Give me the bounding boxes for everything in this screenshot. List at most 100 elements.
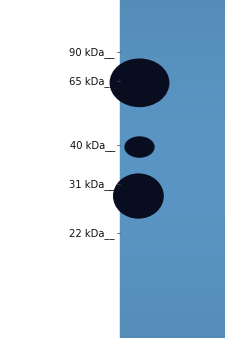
Ellipse shape xyxy=(121,68,158,98)
Ellipse shape xyxy=(124,183,153,209)
Bar xyxy=(120,336,225,337)
Ellipse shape xyxy=(122,182,154,210)
Bar xyxy=(120,11,225,13)
Bar xyxy=(120,40,225,41)
Ellipse shape xyxy=(111,60,168,106)
Bar xyxy=(120,178,225,179)
Bar xyxy=(120,184,225,185)
Bar xyxy=(120,211,225,212)
Bar xyxy=(120,300,225,301)
Text: 40 kDa__: 40 kDa__ xyxy=(70,140,115,151)
Bar xyxy=(120,172,225,173)
Bar xyxy=(120,277,225,278)
Bar xyxy=(120,53,225,54)
Bar xyxy=(120,57,225,58)
Ellipse shape xyxy=(117,177,160,215)
Bar xyxy=(120,71,225,72)
Bar xyxy=(120,70,225,71)
Bar xyxy=(120,8,225,9)
Bar xyxy=(120,51,225,52)
Bar xyxy=(120,269,225,270)
Bar xyxy=(120,90,225,91)
Ellipse shape xyxy=(121,68,158,98)
Bar xyxy=(120,27,225,28)
Bar xyxy=(120,296,225,297)
Bar xyxy=(120,30,225,31)
Ellipse shape xyxy=(126,138,153,156)
Bar xyxy=(120,248,225,249)
Text: 90 kDa__: 90 kDa__ xyxy=(69,47,115,58)
Bar xyxy=(120,50,225,51)
Bar xyxy=(120,335,225,336)
Bar xyxy=(120,1,225,2)
Bar xyxy=(120,106,225,107)
Bar xyxy=(120,161,225,162)
Bar xyxy=(120,38,225,40)
Bar xyxy=(120,154,225,155)
Ellipse shape xyxy=(110,59,169,106)
Bar xyxy=(120,307,225,308)
Bar xyxy=(120,194,225,195)
Ellipse shape xyxy=(130,141,149,153)
Bar xyxy=(120,108,225,109)
Bar xyxy=(120,42,225,43)
Ellipse shape xyxy=(128,139,151,155)
Bar xyxy=(120,95,225,96)
Bar xyxy=(120,28,225,29)
Bar xyxy=(120,97,225,98)
Bar xyxy=(120,122,225,123)
Bar xyxy=(120,135,225,136)
Bar xyxy=(120,331,225,332)
Bar xyxy=(120,113,225,114)
Bar xyxy=(120,315,225,317)
Bar xyxy=(120,304,225,305)
Bar xyxy=(120,196,225,197)
Bar xyxy=(120,26,225,27)
Bar xyxy=(120,188,225,189)
Bar xyxy=(120,126,225,127)
Bar xyxy=(120,325,225,327)
Bar xyxy=(120,101,225,102)
Bar xyxy=(120,104,225,105)
Bar xyxy=(120,212,225,213)
Bar xyxy=(120,158,225,159)
Ellipse shape xyxy=(112,60,167,105)
Bar xyxy=(120,294,225,295)
Bar xyxy=(120,229,225,230)
Bar xyxy=(120,222,225,223)
Ellipse shape xyxy=(131,141,148,153)
Bar xyxy=(120,29,225,30)
Bar xyxy=(120,334,225,335)
Bar xyxy=(120,47,225,48)
Bar xyxy=(120,198,225,199)
Bar xyxy=(120,206,225,207)
Bar xyxy=(120,166,225,167)
Bar xyxy=(120,275,225,276)
Bar xyxy=(120,322,225,323)
Bar xyxy=(120,156,225,158)
Bar xyxy=(120,265,225,266)
Bar xyxy=(120,302,225,303)
Bar xyxy=(120,288,225,290)
Bar xyxy=(120,231,225,232)
Bar xyxy=(120,182,225,183)
Bar xyxy=(120,160,225,161)
Ellipse shape xyxy=(130,141,149,153)
Bar xyxy=(120,251,225,252)
Bar xyxy=(120,207,225,209)
Bar xyxy=(120,209,225,210)
Ellipse shape xyxy=(113,62,166,104)
Bar xyxy=(120,291,225,292)
Bar xyxy=(120,146,225,148)
Bar xyxy=(120,60,225,61)
Bar xyxy=(120,112,225,113)
Text: 31 kDa__: 31 kDa__ xyxy=(69,179,115,190)
Bar xyxy=(120,329,225,330)
Bar xyxy=(120,271,225,273)
Bar xyxy=(120,232,225,233)
Bar xyxy=(120,189,225,190)
Bar xyxy=(120,237,225,238)
Bar xyxy=(120,254,225,255)
Bar xyxy=(120,270,225,271)
Bar xyxy=(120,168,225,169)
